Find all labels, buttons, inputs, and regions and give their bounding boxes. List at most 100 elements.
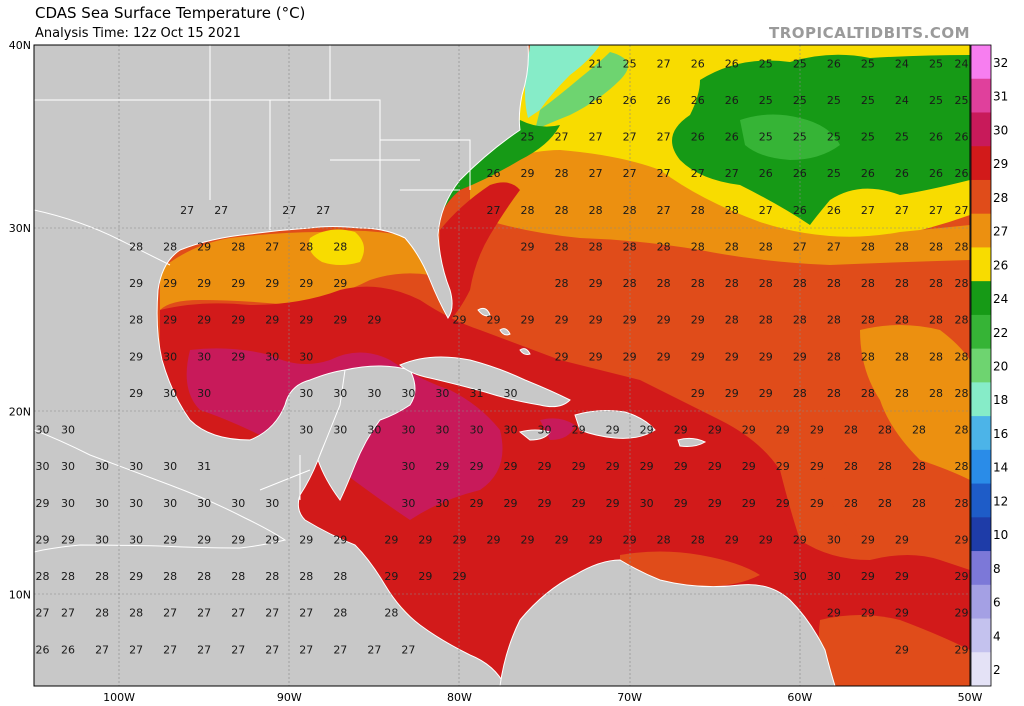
sst-value-label: 27 <box>95 643 109 656</box>
sst-value-label: 29 <box>954 607 968 620</box>
sst-value-label: 28 <box>895 277 909 290</box>
sst-value-label: 29 <box>129 570 143 583</box>
sst-value-label: 30 <box>827 533 841 546</box>
sst-value-label: 29 <box>418 570 432 583</box>
sst-value-label: 28 <box>231 570 245 583</box>
sst-value-label: 28 <box>61 570 75 583</box>
sst-value-label: 30 <box>435 424 449 437</box>
colorbar-label: 29 <box>993 157 1008 171</box>
sst-value-label: 29 <box>265 314 279 327</box>
sst-value-label: 29 <box>589 533 603 546</box>
colorbar-label: 22 <box>993 326 1008 340</box>
colorbar-frame <box>970 44 992 687</box>
sst-value-label: 28 <box>759 277 773 290</box>
sst-value-label: 30 <box>61 424 75 437</box>
sst-value-label: 27 <box>623 167 637 180</box>
land-cuba <box>399 356 571 408</box>
sst-value-label: 29 <box>776 424 790 437</box>
sst-value-label: 27 <box>401 643 415 656</box>
sst-value-label: 29 <box>231 314 245 327</box>
sst-value-label: 29 <box>708 424 722 437</box>
sst-value-label: 29 <box>589 350 603 363</box>
sst-value-label: 30 <box>401 387 415 400</box>
sst-value-label: 29 <box>521 314 535 327</box>
analysis-time: Analysis Time: 12z Oct 15 2021 <box>35 26 241 41</box>
site-credit: TROPICALTIDBITS.COM <box>769 24 970 42</box>
sst-value-label: 28 <box>929 387 943 400</box>
sst-value-label: 26 <box>725 131 739 144</box>
sst-value-label: 28 <box>861 387 875 400</box>
sst-value-label: 29 <box>691 314 705 327</box>
sst-value-label: 28 <box>954 497 968 510</box>
sst-value-label: 26 <box>827 57 841 70</box>
sst-value-label: 29 <box>333 314 347 327</box>
sst-value-label: 29 <box>742 424 756 437</box>
sst-value-label: 29 <box>452 570 466 583</box>
sst-value-label: 27 <box>265 643 279 656</box>
sst-value-label: 27 <box>861 204 875 217</box>
sst-value-label: 30 <box>435 387 449 400</box>
sst-value-label: 29 <box>895 643 909 656</box>
sst-value-label: 28 <box>929 240 943 253</box>
colorbar-swatch <box>971 45 991 80</box>
colorbar-swatch <box>971 517 991 552</box>
longitude-label: 80W <box>447 691 472 704</box>
sst-value-label: 27 <box>555 131 569 144</box>
colorbar-label: 8 <box>993 562 1001 576</box>
sst-value-label: 28 <box>299 240 313 253</box>
sst-value-label: 28 <box>759 314 773 327</box>
sst-value-label: 29 <box>895 570 909 583</box>
sst-value-label: 30 <box>265 350 279 363</box>
graticule <box>34 45 970 686</box>
sst-value-label: 26 <box>589 94 603 107</box>
sst-value-label: 29 <box>231 277 245 290</box>
sst-value-label: 26 <box>793 204 807 217</box>
sst-value-label: 27 <box>954 204 968 217</box>
map-title: CDAS Sea Surface Temperature (°C) <box>35 4 306 22</box>
longitude-labels: 100W 90W 80W 70W 60W 50W <box>103 691 982 704</box>
sst-value-label: 30 <box>129 533 143 546</box>
latitude-labels: 40N 30N 20N 10N <box>9 39 31 601</box>
land-hispaniola <box>574 410 656 439</box>
sst-value-label: 28 <box>555 277 569 290</box>
sst-value-label: 25 <box>759 131 773 144</box>
sst-value-label: 27 <box>197 643 211 656</box>
sst-value-label: 27 <box>333 643 347 656</box>
sst-value-label: 29 <box>555 350 569 363</box>
sst-value-label: 29 <box>452 533 466 546</box>
sst-value-label: 29 <box>954 570 968 583</box>
sst-value-label: 28 <box>895 387 909 400</box>
sst-value-label: 29 <box>197 314 211 327</box>
sst-value-label: 26 <box>623 94 637 107</box>
sst-value-label: 25 <box>793 57 807 70</box>
sst-value-label: 30 <box>401 460 415 473</box>
sst-value-label: 30 <box>95 533 109 546</box>
sst-value-label: 28 <box>657 533 671 546</box>
sst-value-label: 29 <box>572 497 586 510</box>
sst-value-label: 31 <box>197 460 211 473</box>
colorbar-swatch <box>971 618 991 653</box>
sst-value-label: 29 <box>61 533 75 546</box>
sst-value-label: 25 <box>861 131 875 144</box>
sst-value-label: 28 <box>657 277 671 290</box>
sst-value-label: 28 <box>793 387 807 400</box>
sst-value-label: 26 <box>725 57 739 70</box>
sst-value-label: 28 <box>844 460 858 473</box>
sst-value-label: 27 <box>36 607 50 620</box>
sst-value-label: 28 <box>827 387 841 400</box>
sst-value-label: 28 <box>827 314 841 327</box>
sst-value-label: 25 <box>827 167 841 180</box>
colorbar-swatch <box>971 179 991 215</box>
sst-value-label: 25 <box>861 94 875 107</box>
sst-value-label: 30 <box>793 570 807 583</box>
sst-value-label: 28 <box>861 277 875 290</box>
sst-value-label: 25 <box>827 131 841 144</box>
sst-value-label: 27 <box>589 167 603 180</box>
map-plot-area: 21 25 27 26 26 25 25 26 25 24 25 24 26 26 26 26 26 25 25 25… <box>34 45 970 686</box>
sst-value-label: 30 <box>197 350 211 363</box>
sst-value-label: 27 <box>367 643 381 656</box>
sst-value-label: 25 <box>793 94 807 107</box>
sst-value-label: 28 <box>265 570 279 583</box>
sst-band-29-gulfstream <box>440 182 520 320</box>
sst-value-label: 27 <box>129 643 143 656</box>
